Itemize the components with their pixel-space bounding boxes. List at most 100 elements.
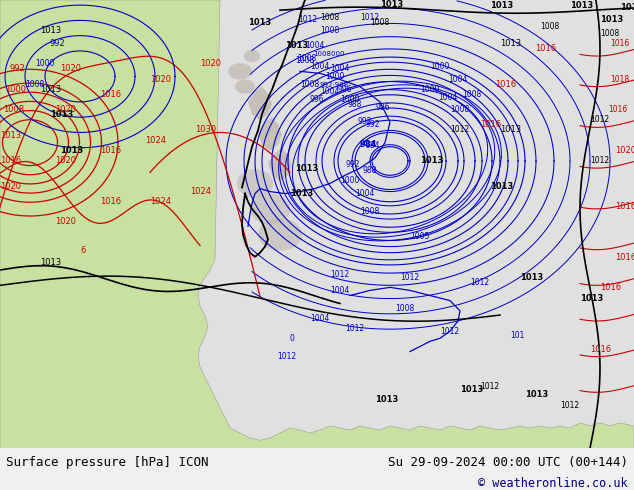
Text: 1016: 1016 [480,121,501,129]
Text: 1013: 1013 [570,1,593,10]
Text: 1008: 1008 [300,79,320,89]
Text: 1012: 1012 [560,401,579,410]
Text: 988: 988 [363,166,377,175]
Text: 1004: 1004 [438,93,458,102]
Text: 1012: 1012 [590,115,609,124]
Text: 1000: 1000 [430,62,450,71]
Text: 992: 992 [358,117,372,126]
Text: 1013: 1013 [620,3,634,12]
Text: 1000: 1000 [340,95,359,104]
Text: 1012: 1012 [470,278,489,287]
Text: 1013: 1013 [248,19,271,27]
Text: 1013: 1013 [490,1,514,10]
Text: 1008000: 1008000 [313,51,344,57]
Text: 6: 6 [80,245,86,255]
Text: 1008: 1008 [540,22,559,30]
Text: 1020: 1020 [0,181,21,191]
Text: 1008: 1008 [320,13,339,23]
Text: 1004: 1004 [448,74,467,83]
Text: 996: 996 [375,103,390,112]
Polygon shape [235,79,255,94]
Text: 1012: 1012 [590,156,609,165]
Text: 1008: 1008 [320,25,339,35]
Text: 1013: 1013 [525,391,548,399]
Text: 1012: 1012 [345,324,364,333]
Text: 1004: 1004 [355,189,375,197]
Text: 1013: 1013 [500,39,521,48]
Text: 984: 984 [366,141,380,150]
Text: 1016: 1016 [100,146,121,155]
Text: 1008: 1008 [25,79,44,89]
Text: 1013: 1013 [290,189,313,197]
Text: 1020: 1020 [60,64,81,74]
Text: 1012: 1012 [330,270,349,279]
Text: 1016: 1016 [590,344,611,354]
Text: 1008: 1008 [295,56,314,65]
Polygon shape [228,63,252,79]
Text: 1004: 1004 [330,287,349,295]
Text: 1012: 1012 [450,125,469,134]
Text: 1000: 1000 [420,85,440,94]
Text: 1018: 1018 [610,74,629,83]
Text: 101: 101 [510,331,524,340]
Text: 1008: 1008 [370,19,389,27]
Text: 1020: 1020 [55,217,76,226]
Text: 1016: 1016 [615,253,634,262]
Text: 1008: 1008 [450,105,470,114]
Text: 984: 984 [360,140,377,149]
Text: 1004: 1004 [305,41,325,50]
Text: 1012: 1012 [277,352,296,361]
Text: 1004: 1004 [330,64,349,74]
Text: 1013: 1013 [600,15,623,24]
Text: 0: 0 [290,334,295,343]
Text: 1008: 1008 [600,28,619,38]
Text: 1013: 1013 [285,41,308,50]
Text: 1013: 1013 [40,25,61,35]
Text: 1016: 1016 [600,283,621,293]
Text: 1013: 1013 [295,164,318,173]
Text: 1013: 1013 [580,294,603,303]
Text: 1013: 1013 [420,156,443,165]
Text: 992: 992 [365,121,380,129]
Polygon shape [237,169,273,197]
Text: 1000: 1000 [325,73,345,81]
Text: 1016: 1016 [100,197,121,206]
Text: 1004: 1004 [310,314,330,323]
Text: 1030: 1030 [195,125,216,134]
Text: 1013: 1013 [520,273,543,282]
Polygon shape [258,117,282,151]
Text: 1008: 1008 [3,105,24,114]
Text: 1004: 1004 [320,87,339,96]
Text: 1016: 1016 [610,39,630,48]
Text: 1024: 1024 [145,136,166,145]
Text: 1013: 1013 [50,110,74,119]
Text: 992: 992 [50,39,66,48]
Polygon shape [244,50,260,62]
Text: 1016: 1016 [100,90,121,99]
Text: 1013: 1013 [490,181,514,191]
Text: 1024: 1024 [190,187,211,196]
Text: 1016: 1016 [0,156,21,165]
Polygon shape [248,87,272,120]
Text: 1013: 1013 [460,385,483,394]
Text: 1020: 1020 [200,59,221,68]
Text: 1008: 1008 [462,90,481,99]
Polygon shape [250,194,290,224]
Text: 1008: 1008 [360,207,380,216]
Text: 992: 992 [346,160,360,169]
Text: 1005: 1005 [410,232,429,242]
Text: 1020: 1020 [615,146,634,155]
Text: 1020: 1020 [55,156,76,165]
Text: 1008: 1008 [297,54,316,63]
Text: 1013: 1013 [40,258,61,267]
Text: 1000: 1000 [340,176,359,185]
Text: 1012: 1012 [480,382,499,391]
Polygon shape [258,218,302,251]
Text: 1012: 1012 [299,15,318,24]
Text: 1012: 1012 [361,13,380,23]
Text: 1013: 1013 [375,395,398,405]
Text: © weatheronline.co.uk: © weatheronline.co.uk [478,477,628,490]
Text: 1016: 1016 [608,105,627,114]
Polygon shape [268,148,292,181]
Text: 1000: 1000 [5,85,26,94]
